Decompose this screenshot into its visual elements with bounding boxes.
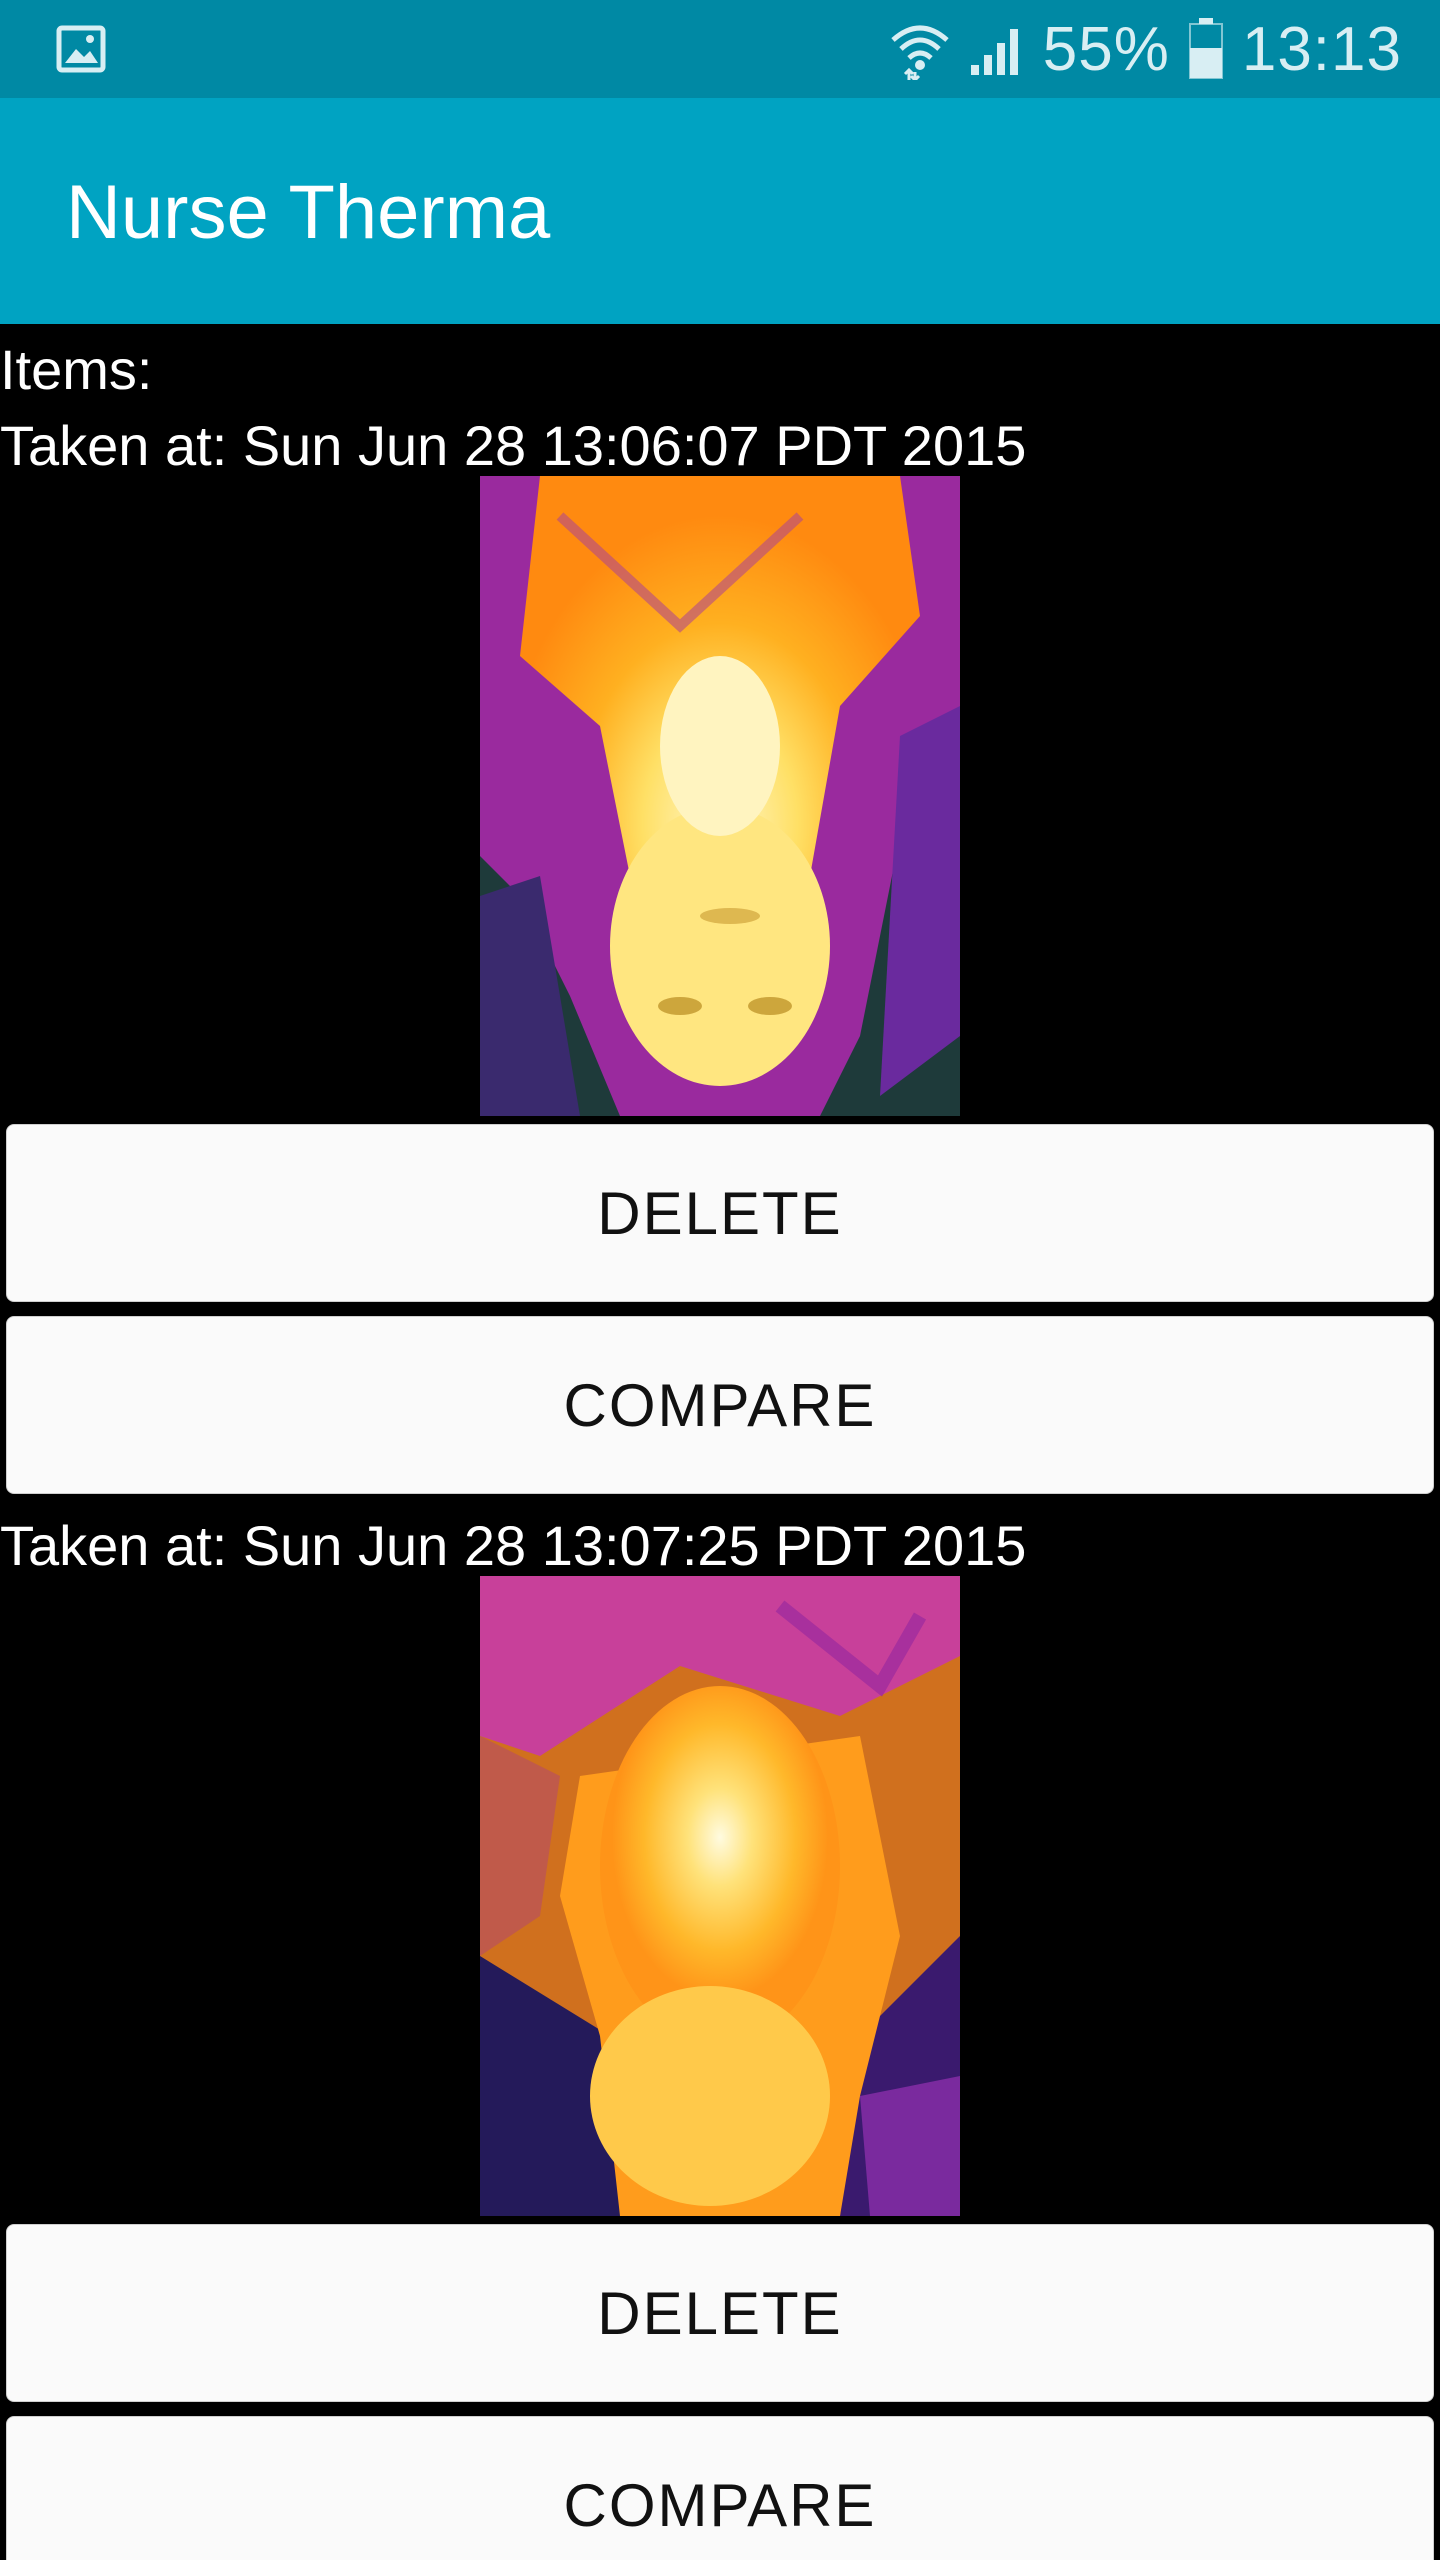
wifi-icon [891, 25, 949, 80]
gallery-icon [56, 25, 106, 73]
thermal-image[interactable] [480, 1576, 960, 2216]
compare-button[interactable]: COMPARE [6, 2416, 1434, 2560]
battery-icon [1188, 18, 1223, 79]
taken-at-label: Taken at: Sun Jun 28 13:07:25 PDT 2015 [0, 1514, 1027, 1577]
status-time: 13:13 [1241, 14, 1402, 84]
battery-percent: 55% [1042, 14, 1170, 84]
signal-icon [970, 29, 1018, 75]
app-title: Nurse Therma [66, 170, 551, 255]
app-bar: Nurse Therma [0, 98, 1440, 324]
items-label: Items: [0, 338, 153, 401]
compare-button[interactable]: COMPARE [6, 1316, 1434, 1494]
delete-button[interactable]: DELETE [6, 1124, 1434, 1302]
delete-button[interactable]: DELETE [6, 2224, 1434, 2402]
taken-at-label: Taken at: Sun Jun 28 13:06:07 PDT 2015 [0, 414, 1027, 477]
status-bar: 55% 13:13 [0, 0, 1440, 98]
thermal-image[interactable] [480, 476, 960, 1116]
